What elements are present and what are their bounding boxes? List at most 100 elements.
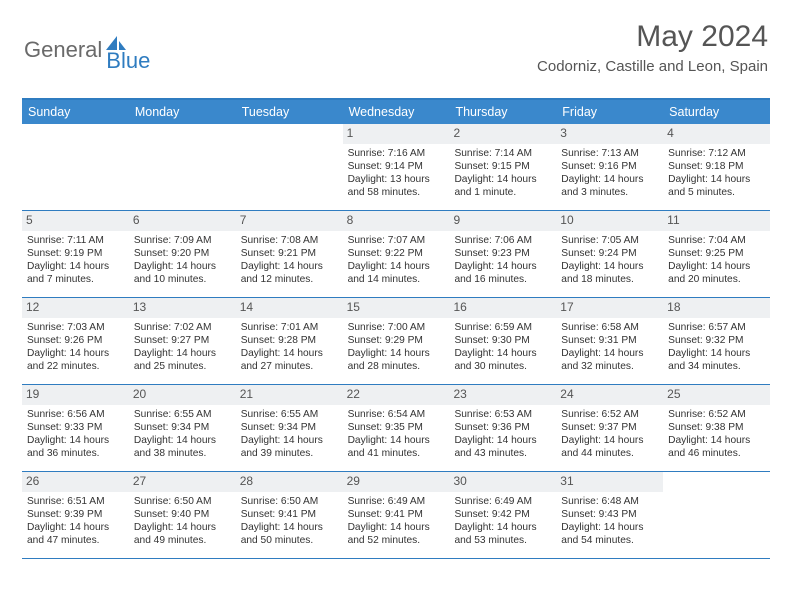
sunset-line: Sunset: 9:41 PM [241,508,338,521]
calendar-day: 6Sunrise: 7:09 AMSunset: 9:20 PMDaylight… [129,211,236,297]
daylight-line: Daylight: 14 hours and 39 minutes. [241,434,338,461]
sunrise-line: Sunrise: 7:09 AM [134,234,231,247]
calendar-empty: . [236,124,343,210]
sunset-line: Sunset: 9:18 PM [668,160,765,173]
daylight-line: Daylight: 14 hours and 41 minutes. [348,434,445,461]
day-number: 22 [343,385,450,405]
sunset-line: Sunset: 9:37 PM [561,421,658,434]
day-number: 5 [22,211,129,231]
weekday-header-row: SundayMondayTuesdayWednesdayThursdayFrid… [22,100,770,124]
day-number: 9 [449,211,556,231]
daylight-line: Daylight: 14 hours and 34 minutes. [668,347,765,374]
calendar-day: 28 Sunrise: 6:50 AMSunset: 9:41 PMDayligh… [236,472,343,558]
daylight-line: Daylight: 14 hours and 27 minutes. [241,347,338,374]
sunrise-line: Sunrise: 6:50 AM [241,495,338,508]
daylight-line: Daylight: 14 hours and 18 minutes. [561,260,658,287]
weekday-header: Thursday [449,100,556,124]
sunrise-line: Sunrise: 7:14 AM [454,147,551,160]
daylight-line: Daylight: 14 hours and 43 minutes. [454,434,551,461]
daylight-line: Daylight: 14 hours and 12 minutes. [241,260,338,287]
daylight-line: Daylight: 14 hours and 5 minutes. [668,173,765,200]
daylight-line: Daylight: 14 hours and 14 minutes. [348,260,445,287]
page-title: May 2024 [537,20,768,54]
calendar-day: 23 Sunrise: 6:53 AMSunset: 9:36 PMDayligh… [449,385,556,471]
sunrise-line: Sunrise: 7:02 AM [134,321,231,334]
calendar-week: 12Sunrise: 7:03 AMSunset: 9:26 PMDayligh… [22,298,770,385]
calendar-empty: . [663,472,770,558]
sunrise-line: Sunrise: 7:07 AM [348,234,445,247]
sunset-line: Sunset: 9:14 PM [348,160,445,173]
calendar-day: 3Sunrise: 7:13 AMSunset: 9:16 PMDaylight… [556,124,663,210]
calendar-day: 12Sunrise: 7:03 AMSunset: 9:26 PMDayligh… [22,298,129,384]
day-number: 16 [449,298,556,318]
daylight-line: Daylight: 14 hours and 50 minutes. [241,521,338,548]
calendar-week: ...1Sunrise: 7:16 AMSunset: 9:14 PMDayli… [22,124,770,211]
daylight-line: Daylight: 14 hours and 30 minutes. [454,347,551,374]
daylight-line: Daylight: 14 hours and 47 minutes. [27,521,124,548]
daylight-line: Daylight: 14 hours and 53 minutes. [454,521,551,548]
sunrise-line: Sunrise: 6:50 AM [134,495,231,508]
sunset-line: Sunset: 9:19 PM [27,247,124,260]
sunset-line: Sunset: 9:38 PM [668,421,765,434]
calendar-day: 11Sunrise: 7:04 AMSunset: 9:25 PMDayligh… [663,211,770,297]
daylight-line: Daylight: 14 hours and 16 minutes. [454,260,551,287]
day-number: 25 [663,385,770,405]
calendar-day: 14Sunrise: 7:01 AMSunset: 9:28 PMDayligh… [236,298,343,384]
location-subtitle: Codorniz, Castille and Leon, Spain [537,58,768,75]
calendar-day: 19Sunrise: 6:56 AMSunset: 9:33 PMDayligh… [22,385,129,471]
calendar-day: 25Sunrise: 6:52 AMSunset: 9:38 PMDayligh… [663,385,770,471]
sunset-line: Sunset: 9:35 PM [348,421,445,434]
day-number: 13 [129,298,236,318]
calendar-day: 21Sunrise: 6:55 AMSunset: 9:34 PMDayligh… [236,385,343,471]
sunset-line: Sunset: 9:32 PM [668,334,765,347]
day-number: 15 [343,298,450,318]
day-number: 3 [556,124,663,144]
sunrise-line: Sunrise: 6:49 AM [454,495,551,508]
calendar-day: 30Sunrise: 6:49 AMSunset: 9:42 PMDayligh… [449,472,556,558]
sunset-line: Sunset: 9:34 PM [241,421,338,434]
daylight-line: Daylight: 14 hours and 49 minutes. [134,521,231,548]
sunrise-line: Sunrise: 6:59 AM [454,321,551,334]
sunset-line: Sunset: 9:29 PM [348,334,445,347]
calendar-week: 26Sunrise: 6:51 AMSunset: 9:39 PMDayligh… [22,472,770,559]
calendar-day: 16Sunrise: 6:59 AMSunset: 9:30 PMDayligh… [449,298,556,384]
daylight-line: Daylight: 14 hours and 36 minutes. [27,434,124,461]
brand-logo: General Blue [24,26,150,74]
sunrise-line: Sunrise: 6:49 AM [348,495,445,508]
brand-part1: General [24,37,102,63]
day-number: 26 [22,472,129,492]
sunrise-line: Sunrise: 7:12 AM [668,147,765,160]
day-number: 17 [556,298,663,318]
sunset-line: Sunset: 9:39 PM [27,508,124,521]
day-number: 4 [663,124,770,144]
day-number: 19 [22,385,129,405]
weekday-header: Tuesday [236,100,343,124]
sunrise-line: Sunrise: 7:06 AM [454,234,551,247]
sunrise-line: Sunrise: 7:00 AM [348,321,445,334]
day-number: 28 [236,472,343,492]
sunrise-line: Sunrise: 7:03 AM [27,321,124,334]
sunset-line: Sunset: 9:23 PM [454,247,551,260]
daylight-line: Daylight: 13 hours and 58 minutes. [348,173,445,200]
sunset-line: Sunset: 9:24 PM [561,247,658,260]
calendar-day: 1Sunrise: 7:16 AMSunset: 9:14 PMDaylight… [343,124,450,210]
sunset-line: Sunset: 9:16 PM [561,160,658,173]
calendar-day: 7Sunrise: 7:08 AMSunset: 9:21 PMDaylight… [236,211,343,297]
weekday-header: Monday [129,100,236,124]
day-number: 23 [449,385,556,405]
sunrise-line: Sunrise: 6:58 AM [561,321,658,334]
calendar-empty: . [129,124,236,210]
day-number: 27 [129,472,236,492]
sunrise-line: Sunrise: 6:53 AM [454,408,551,421]
sunrise-line: Sunrise: 6:54 AM [348,408,445,421]
daylight-line: Daylight: 14 hours and 28 minutes. [348,347,445,374]
daylight-line: Daylight: 14 hours and 25 minutes. [134,347,231,374]
sunset-line: Sunset: 9:20 PM [134,247,231,260]
daylight-line: Daylight: 14 hours and 3 minutes. [561,173,658,200]
weekday-header: Sunday [22,100,129,124]
daylight-line: Daylight: 14 hours and 54 minutes. [561,521,658,548]
sunset-line: Sunset: 9:36 PM [454,421,551,434]
sunrise-line: Sunrise: 7:08 AM [241,234,338,247]
calendar-day: 8Sunrise: 7:07 AMSunset: 9:22 PMDaylight… [343,211,450,297]
calendar-day: 20Sunrise: 6:55 AMSunset: 9:34 PMDayligh… [129,385,236,471]
